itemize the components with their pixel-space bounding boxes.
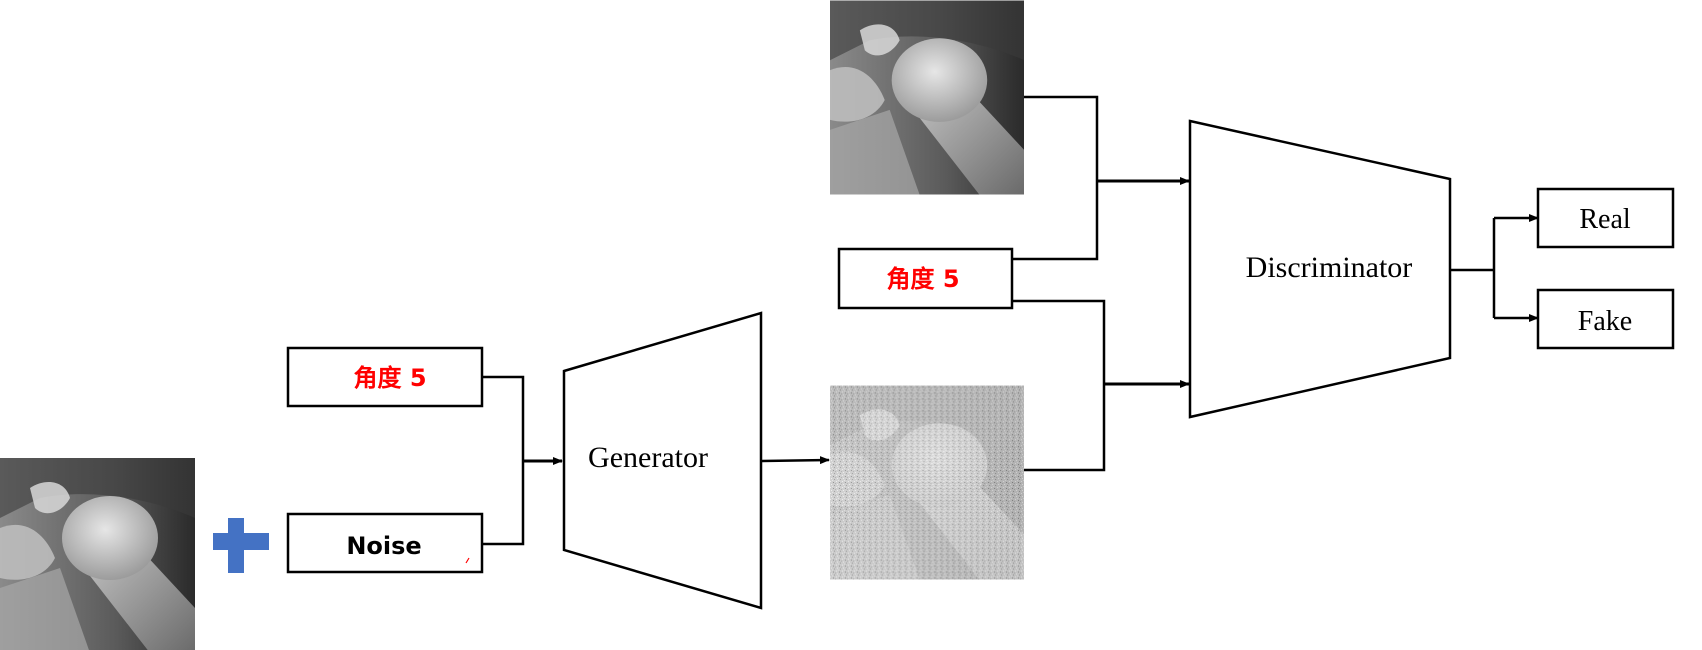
generator-angle-label: 角度 5 <box>353 364 426 392</box>
real-xray-image <box>830 0 1024 195</box>
generator-output-arrow <box>760 456 830 465</box>
discriminator-output-connector <box>1450 214 1539 322</box>
generator-noise-label: Noise <box>346 532 421 560</box>
input-xray-image <box>0 458 195 650</box>
output-real-box: Real <box>1536 187 1675 249</box>
generator-input-connector <box>482 375 563 546</box>
generator-angle-box: 角度 5 <box>286 346 484 408</box>
plus-icon <box>213 518 269 573</box>
generator-label: Generator <box>588 441 708 474</box>
output-real-label: Real <box>1579 204 1631 235</box>
discriminator-input-connectors <box>1012 95 1190 472</box>
generated-xray-image <box>830 385 1024 580</box>
discriminator-label: Discriminator <box>1246 251 1413 284</box>
generator-noise-box: Noise <box>286 512 484 574</box>
generator-block: Generator <box>562 311 763 610</box>
discriminator-angle-box: 角度 5 <box>837 247 1014 310</box>
output-fake-label: Fake <box>1578 306 1632 337</box>
discriminator-angle-label: 角度 5 <box>886 265 959 293</box>
output-fake-box: Fake <box>1536 288 1675 350</box>
discriminator-block: Discriminator <box>1188 119 1452 419</box>
